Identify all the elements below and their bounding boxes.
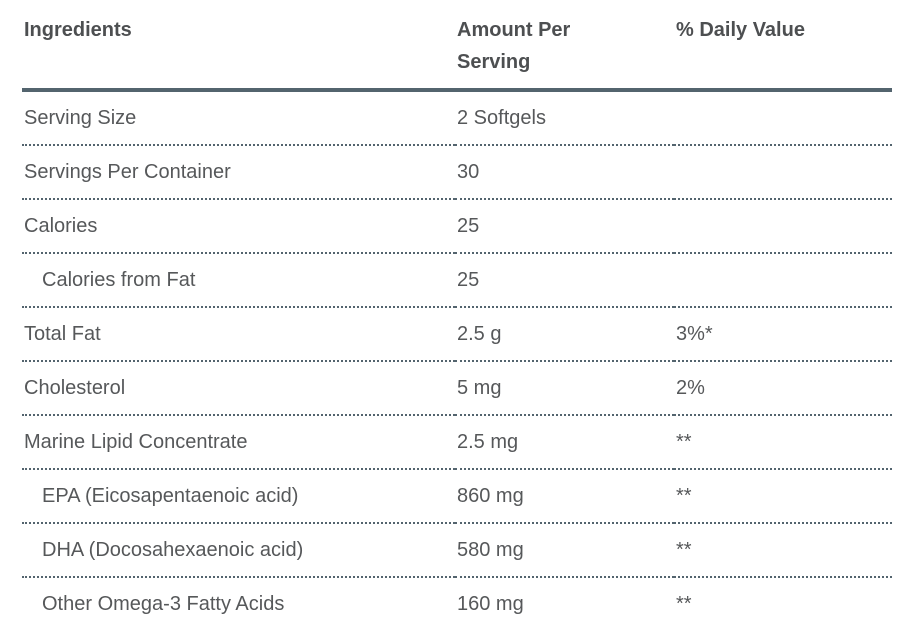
- amount-cell: 580 mg: [455, 523, 674, 578]
- column-header-ingredients-label: Ingredients: [24, 19, 132, 41]
- ingredient-cell: Serving Size: [22, 90, 455, 146]
- header-row: Ingredients Amount Per Serving % Daily V…: [22, 0, 892, 92]
- table-row: DHA (Docosahexaenoic acid) 580 mg **: [22, 523, 892, 578]
- table-row: Serving Size 2 Softgels: [22, 90, 892, 146]
- table-header: Ingredients Amount Per Serving % Daily V…: [22, 0, 892, 92]
- table-row: EPA (Eicosapentaenoic acid) 860 mg **: [22, 469, 892, 524]
- daily-value-cell: 3%*: [674, 307, 892, 362]
- daily-value-cell: **: [674, 523, 892, 578]
- column-header-daily-value: % Daily Value: [674, 0, 892, 92]
- amount-cell: 2 Softgels: [455, 90, 674, 146]
- table-row: Marine Lipid Concentrate 2.5 mg **: [22, 415, 892, 470]
- ingredient-cell: Other Omega-3 Fatty Acids: [22, 577, 455, 630]
- ingredient-cell: EPA (Eicosapentaenoic acid): [22, 469, 455, 524]
- table-row: Calories 25: [22, 199, 892, 254]
- amount-cell: 5 mg: [455, 361, 674, 416]
- table-row: Cholesterol 5 mg 2%: [22, 361, 892, 416]
- amount-cell: 30: [455, 145, 674, 200]
- ingredient-cell: DHA (Docosahexaenoic acid): [22, 523, 455, 578]
- ingredient-cell: Total Fat: [22, 307, 455, 362]
- column-header-daily-value-label: % Daily Value: [676, 19, 805, 41]
- daily-value-cell: [674, 199, 892, 254]
- daily-value-cell: 2%: [674, 361, 892, 416]
- daily-value-cell: [674, 145, 892, 200]
- daily-value-cell: **: [674, 469, 892, 524]
- ingredient-cell: Calories: [22, 199, 455, 254]
- ingredient-cell: Servings Per Container: [22, 145, 455, 200]
- ingredient-cell: Cholesterol: [22, 361, 455, 416]
- ingredient-cell: Marine Lipid Concentrate: [22, 415, 455, 470]
- table-row: Servings Per Container 30: [22, 145, 892, 200]
- supplement-facts-table: Ingredients Amount Per Serving % Daily V…: [22, 0, 892, 630]
- column-header-amount-per-serving: Amount Per Serving: [455, 0, 674, 92]
- table-row: Calories from Fat 25: [22, 253, 892, 308]
- amount-cell: 2.5 mg: [455, 415, 674, 470]
- amount-cell: 860 mg: [455, 469, 674, 524]
- column-header-amount-label: Amount Per Serving: [457, 19, 571, 73]
- table-row: Other Omega-3 Fatty Acids 160 mg **: [22, 577, 892, 630]
- daily-value-cell: [674, 253, 892, 308]
- daily-value-cell: **: [674, 415, 892, 470]
- amount-cell: 2.5 g: [455, 307, 674, 362]
- ingredient-cell: Calories from Fat: [22, 253, 455, 308]
- daily-value-cell: [674, 90, 892, 146]
- table-row: Total Fat 2.5 g 3%*: [22, 307, 892, 362]
- table-body: Serving Size 2 Softgels Servings Per Con…: [22, 90, 892, 630]
- amount-cell: 160 mg: [455, 577, 674, 630]
- amount-cell: 25: [455, 253, 674, 308]
- column-header-ingredients: Ingredients: [22, 0, 455, 92]
- daily-value-cell: **: [674, 577, 892, 630]
- amount-cell: 25: [455, 199, 674, 254]
